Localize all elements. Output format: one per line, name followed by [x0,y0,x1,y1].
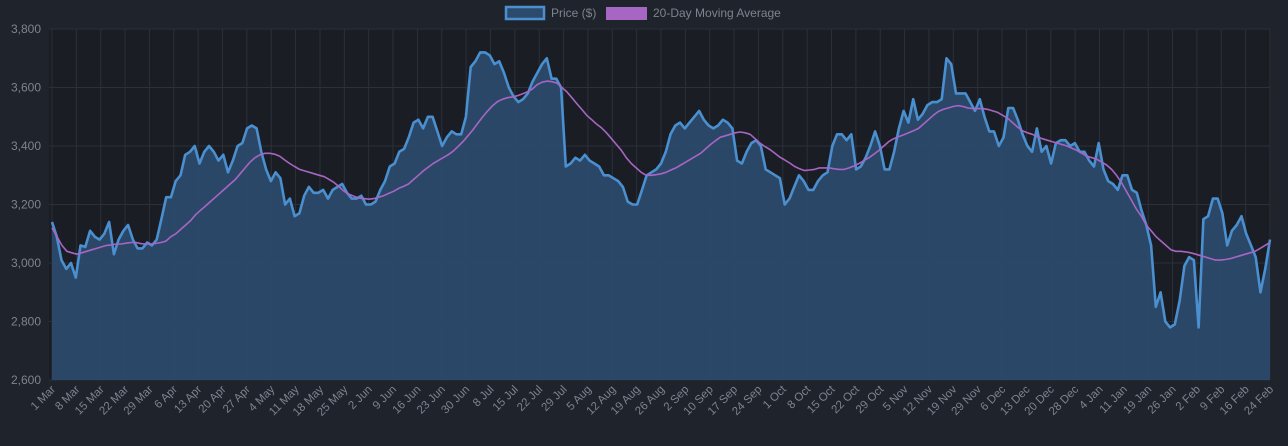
legend-label-price: Price ($) [551,6,596,20]
y-tick-label: 2,800 [11,315,41,329]
line-layer [50,51,1272,329]
y-axis: 2,600 2,800 3,000 3,200 3,400 3,600 3,800 [11,22,41,387]
y-tick-label: 2,600 [11,373,41,387]
legend: Price ($) 20-Day Moving Average [504,5,781,21]
y-tick-label: 3,400 [11,139,41,153]
moving-average-line [51,80,1271,261]
y-tick-label: 3,800 [11,22,41,36]
legend-swatch-price [504,5,546,21]
legend-swatch-moving-average [606,7,647,20]
area-layer [52,52,1270,381]
price-area [52,52,1270,381]
y-tick-label: 3,600 [11,81,41,95]
price-line [50,51,1272,329]
legend-label-moving-average: 20-Day Moving Average [653,6,781,20]
y-tick-label: 3,200 [11,198,41,212]
y-tick-label: 3,000 [11,256,41,270]
